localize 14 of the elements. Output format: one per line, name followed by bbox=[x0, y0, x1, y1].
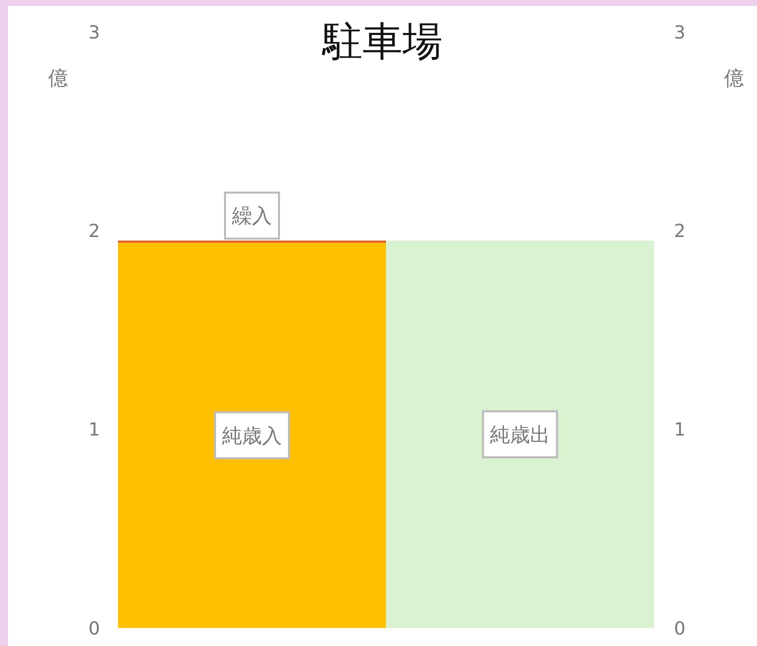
y-tick-label: 2 bbox=[88, 221, 100, 242]
y-tick-label: 1 bbox=[88, 420, 100, 441]
y-tick-label: 3 bbox=[88, 22, 100, 44]
y-axis-title: 億 bbox=[48, 66, 68, 90]
y2-axis-title: 億 bbox=[724, 66, 744, 90]
series-label: 純歳入 bbox=[222, 423, 282, 448]
y2-tick-label: 1 bbox=[674, 420, 686, 441]
chart-title: 駐車場 bbox=[322, 19, 442, 65]
y2-tick-label: 0 bbox=[674, 618, 686, 640]
series-label: 純歳出 bbox=[490, 422, 550, 446]
series-label: 繰入 bbox=[231, 204, 272, 228]
y2-tick-label: 3 bbox=[674, 22, 686, 44]
y-tick-label: 0 bbox=[88, 618, 100, 640]
y2-tick-label: 2 bbox=[674, 221, 686, 242]
